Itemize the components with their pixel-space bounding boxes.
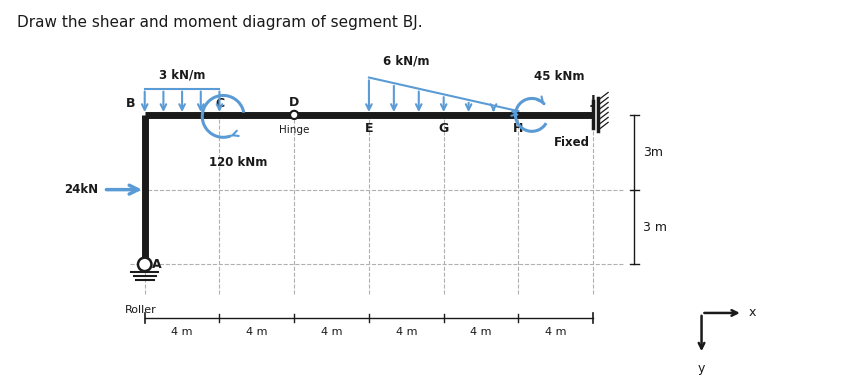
Text: Hinge: Hinge: [279, 125, 309, 135]
Text: H: H: [513, 122, 524, 135]
Text: G: G: [439, 122, 449, 135]
Text: 4 m: 4 m: [545, 327, 567, 337]
Text: Draw the shear and moment diagram of segment BJ.: Draw the shear and moment diagram of seg…: [17, 15, 422, 30]
Text: y: y: [698, 362, 705, 374]
Text: 4 m: 4 m: [246, 327, 268, 337]
Text: 45 kNm: 45 kNm: [535, 70, 585, 83]
Text: A: A: [151, 258, 161, 271]
Text: Roller: Roller: [125, 305, 157, 315]
Text: Fixed: Fixed: [554, 136, 590, 149]
Text: x: x: [749, 306, 756, 320]
Circle shape: [138, 258, 151, 271]
Text: 4 m: 4 m: [470, 327, 492, 337]
Text: 24kN: 24kN: [65, 183, 99, 196]
Text: J: J: [591, 94, 596, 108]
Circle shape: [290, 111, 298, 119]
Text: E: E: [365, 122, 373, 135]
Text: 6 kN/m: 6 kN/m: [383, 55, 429, 68]
Text: C: C: [215, 97, 224, 111]
Text: 120 kNm: 120 kNm: [209, 156, 268, 169]
Text: 3 m: 3 m: [643, 220, 667, 233]
Text: D: D: [289, 96, 299, 109]
Text: 4 m: 4 m: [172, 327, 193, 337]
Text: 3m: 3m: [643, 146, 663, 159]
Text: 4 m: 4 m: [395, 327, 417, 337]
Text: 3 kN/m: 3 kN/m: [159, 68, 206, 81]
Text: B: B: [127, 97, 136, 111]
Text: 4 m: 4 m: [320, 327, 343, 337]
